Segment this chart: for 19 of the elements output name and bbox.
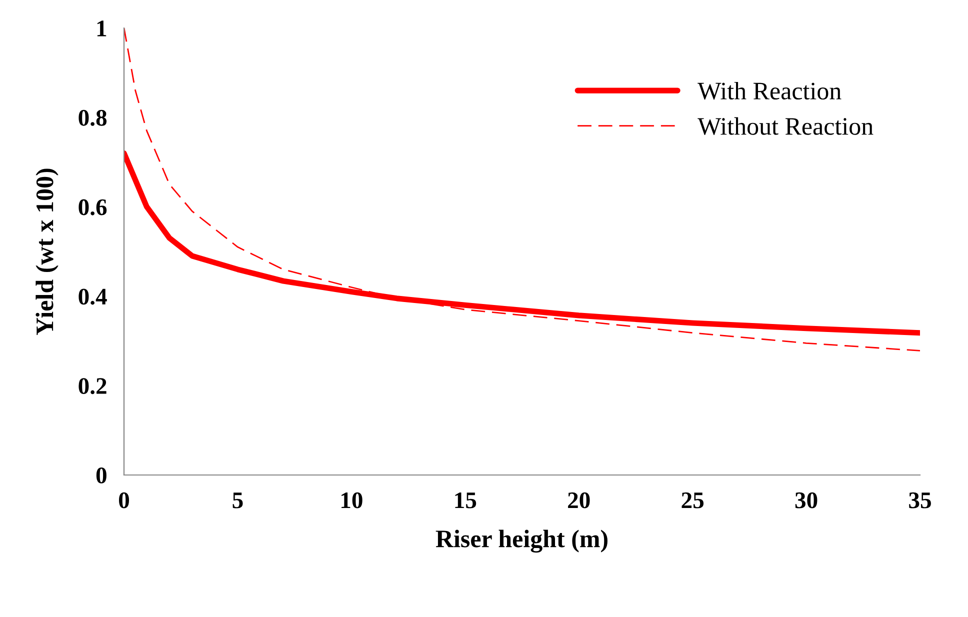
y-tick-label: 0.4 — [78, 288, 107, 305]
y-axis-title: Yield (wt x 100) — [36, 168, 58, 335]
x-tick-label: 30 — [795, 492, 818, 508]
legend-label: Without Reaction — [698, 117, 874, 135]
y-tick-label: 1 — [97, 20, 106, 36]
y-tick-label: 0 — [96, 467, 106, 484]
legend-label: With Reaction — [698, 82, 842, 100]
x-tick-label: 20 — [568, 492, 590, 508]
x-tick-label: 15 — [455, 492, 476, 508]
x-tick-label: 5 — [232, 492, 243, 508]
x-tick-label: 10 — [342, 492, 362, 508]
y-tick-label: 0.2 — [78, 378, 106, 394]
x-axis-title: Riser height (m) — [436, 530, 608, 553]
y-tick-label: 0.6 — [78, 199, 107, 216]
x-tick-label: 0 — [118, 492, 130, 508]
x-tick-label: 25 — [682, 492, 704, 508]
x-tick-label: 35 — [909, 492, 931, 508]
y-tick-label: 0.8 — [78, 110, 107, 126]
line-series — [124, 28, 920, 352]
